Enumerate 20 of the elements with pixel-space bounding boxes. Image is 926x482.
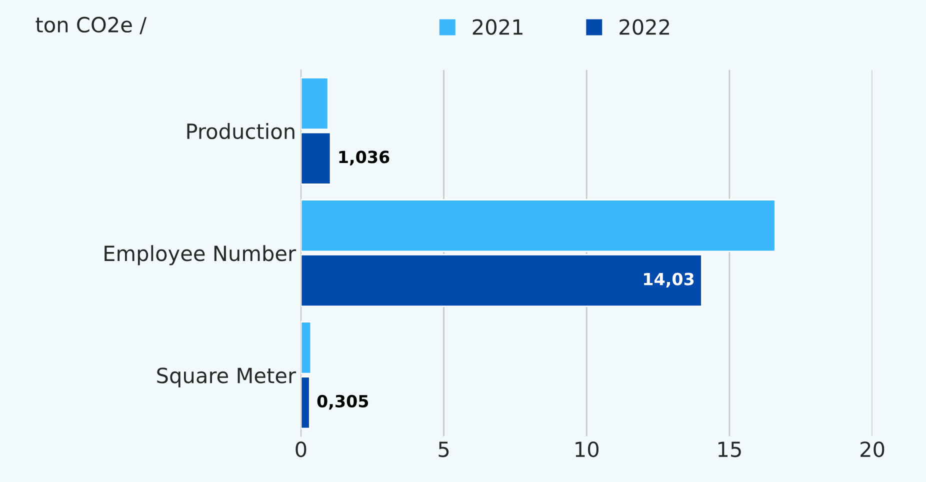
legend-label: 2021 [472,19,522,35]
bar [300,132,332,185]
data-label: 1,036 [339,150,390,166]
x-tick-label: 15 [718,442,741,458]
bar [300,254,702,308]
legend-label: 2022 [620,19,670,35]
bar [300,199,776,252]
y-axis-title: ton CO2e / [36,16,147,34]
bar [300,376,310,430]
data-label: 0,305 [317,394,368,410]
bar [300,76,329,130]
x-tick-label: 5 [438,442,449,458]
data-label: 14,03 [644,272,694,288]
x-tick-label: 20 [860,441,884,458]
x-tick-label: 0 [296,441,306,458]
bar [300,321,312,374]
x-tick-label: 10 [576,441,598,458]
y-tick-label: Square Meter [157,368,296,388]
y-tick-label: Production [187,123,294,140]
y-tick-label: Employee Number [104,245,296,266]
